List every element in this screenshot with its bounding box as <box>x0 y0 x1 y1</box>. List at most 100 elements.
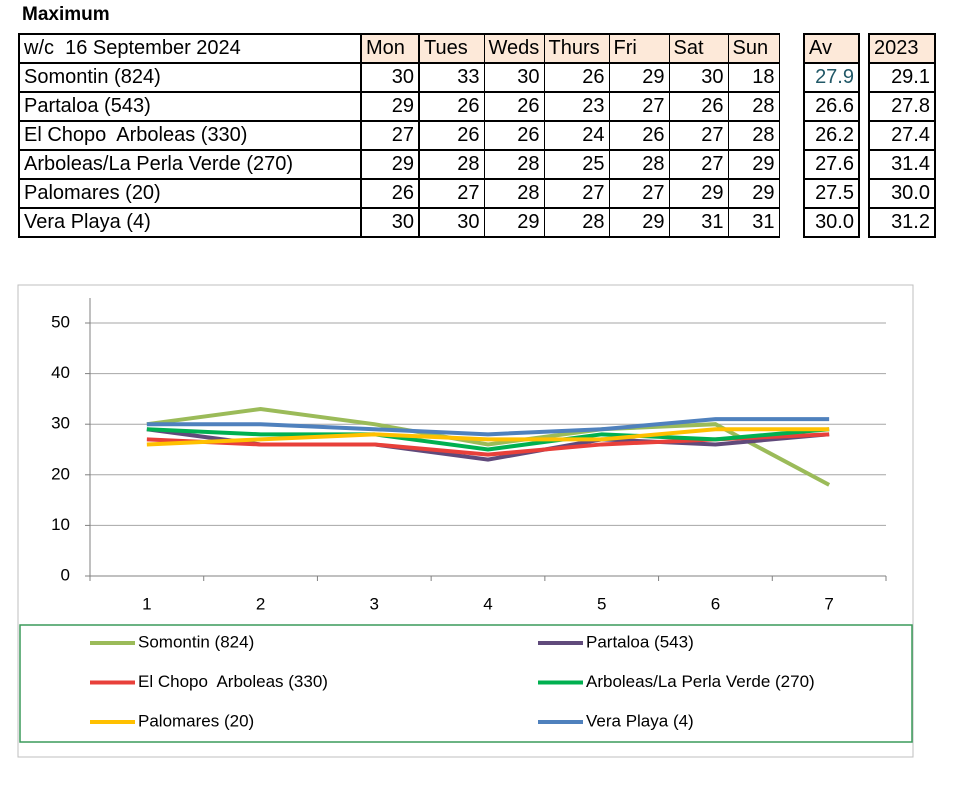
cell: 27 <box>608 178 670 209</box>
header-cell: Tues <box>418 33 485 64</box>
y-tick-label: 30 <box>51 414 70 433</box>
cell: 27.5 <box>803 178 860 209</box>
cell: 30 <box>360 62 420 93</box>
header-cell: 2023 <box>868 33 936 64</box>
cell: 27 <box>543 178 610 209</box>
x-tick-label: 3 <box>370 594 379 613</box>
cell: 29 <box>727 149 780 180</box>
cell: 29 <box>483 207 545 238</box>
cell: 31 <box>727 207 780 238</box>
cell: 27 <box>360 120 420 151</box>
row: 30.0 <box>868 178 936 209</box>
y-tick-label: 20 <box>51 464 70 483</box>
cell: 25 <box>543 149 610 180</box>
header-cell: Sat <box>668 33 729 64</box>
cell: Somontin (824) <box>18 62 362 93</box>
data-table: 2023 29.1 27.8 27.4 31.4 30.0 31.2 <box>868 33 936 238</box>
cell: 33 <box>418 62 485 93</box>
cell: 30 <box>483 62 545 93</box>
header-row: 2023 <box>868 33 936 64</box>
header-row: Av <box>803 33 860 64</box>
row: 27.6 <box>803 149 860 180</box>
row: 27.4 <box>868 120 936 151</box>
row: 31.2 <box>868 207 936 238</box>
cell: 26 <box>483 120 545 151</box>
cell: 23 <box>543 91 610 122</box>
cell: 29.1 <box>868 62 936 93</box>
title: Maximum <box>22 4 110 25</box>
x-tick-label: 1 <box>142 594 151 613</box>
cell: 28 <box>608 149 670 180</box>
row: 27.9 <box>803 62 860 93</box>
row: 26.6 <box>803 91 860 122</box>
row: Somontin (824) 30 33 30 26 29 30 18 <box>18 62 780 93</box>
cell: 29 <box>360 149 420 180</box>
cell: 29 <box>608 207 670 238</box>
row: El Chopo Arboleas (330) 27 26 26 24 26 27 28 <box>18 120 780 151</box>
cell: 26 <box>483 91 545 122</box>
y-tick-label: 50 <box>51 312 70 331</box>
row: 26.2 <box>803 120 860 151</box>
header-cell: Sun <box>727 33 780 64</box>
cell: 31.2 <box>868 207 936 238</box>
cell: 31 <box>668 207 729 238</box>
y-tick-label: 10 <box>51 515 70 534</box>
cell: 26 <box>418 91 485 122</box>
row: Arboleas/La Perla Verde (270) 29 28 28 25 28 2… <box>18 149 780 180</box>
cell: 27.4 <box>868 120 936 151</box>
cell: 27.9 <box>803 62 860 93</box>
cell: 26.2 <box>803 120 860 151</box>
cell: 26 <box>418 120 485 151</box>
header-cell: Mon <box>360 33 420 64</box>
y-tick-label: 40 <box>51 363 70 382</box>
data-table: w/c 16 September 2024 Mon Tues Weds Thurs Fri… <box>18 33 780 238</box>
row: 27.5 <box>803 178 860 209</box>
header-cell: w/c 16 September 2024 <box>18 33 362 64</box>
series-line <box>146 407 831 487</box>
cell: 29 <box>668 178 729 209</box>
row: 30.0 <box>803 207 860 238</box>
cell: 24 <box>543 120 610 151</box>
cell: Vera Playa (4) <box>18 207 362 238</box>
cell: Arboleas/La Perla Verde (270) <box>18 149 362 180</box>
cell: 26 <box>360 178 420 209</box>
x-tick-label: 4 <box>483 594 492 613</box>
cell: 28 <box>543 207 610 238</box>
legend-label: Somontin (824) <box>138 632 254 651</box>
cell: 29 <box>360 91 420 122</box>
series-line <box>146 417 830 437</box>
cell: 26.6 <box>803 91 860 122</box>
row: Partaloa (543) 29 26 26 23 27 26 28 <box>18 91 780 122</box>
x-tick-label: 7 <box>824 594 833 613</box>
x-tick-label: 5 <box>597 594 606 613</box>
cell: Partaloa (543) <box>18 91 362 122</box>
legend-label: Vera Playa (4) <box>586 711 694 730</box>
chart-frame <box>17 284 914 758</box>
cell: 30 <box>418 207 485 238</box>
legend-label: El Chopo Arboleas (330) <box>138 672 328 691</box>
row: 31.4 <box>868 149 936 180</box>
row: Vera Playa (4) 30 30 29 28 29 31 31 <box>18 207 780 238</box>
row: 29.1 <box>868 62 936 93</box>
cell: 28 <box>483 149 545 180</box>
cell: Palomares (20) <box>18 178 362 209</box>
cell: 28 <box>727 91 780 122</box>
cell: 31.4 <box>868 149 936 180</box>
x-tick-label: 2 <box>256 594 265 613</box>
cell: 26 <box>608 120 670 151</box>
header-cell: Weds <box>483 33 545 64</box>
header-cell: Thurs <box>543 33 610 64</box>
header-cell: Av <box>803 33 860 64</box>
cell: 29 <box>727 178 780 209</box>
y-tick-label: 0 <box>61 565 70 584</box>
cell: 28 <box>727 120 780 151</box>
header-row: w/c 16 September 2024 Mon Tues Weds Thurs Fri… <box>18 33 780 64</box>
cell: 26 <box>543 62 610 93</box>
cell: 30 <box>668 62 729 93</box>
legend-label: Palomares (20) <box>138 711 254 730</box>
cell: 29 <box>608 62 670 93</box>
legend-label: Arboleas/La Perla Verde (270) <box>586 672 815 691</box>
cell: 30.0 <box>868 178 936 209</box>
legend-label: Partaloa (543) <box>586 632 694 651</box>
